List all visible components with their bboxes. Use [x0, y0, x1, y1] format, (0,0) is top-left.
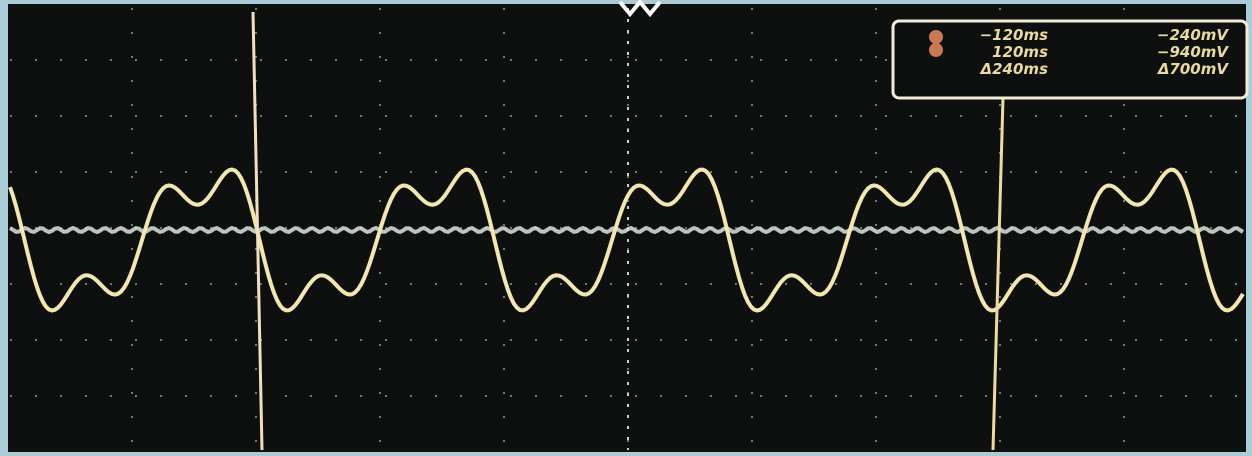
baseline-trace [9, 225, 1245, 235]
voltage-readout: −940mV [1157, 43, 1230, 61]
channel-icon [929, 30, 943, 44]
time-readout: Δ240ms [980, 60, 1049, 78]
voltage-readout: −240mV [1157, 26, 1230, 44]
channel-icon [929, 43, 943, 57]
time-readout: 120ms [992, 43, 1048, 61]
time-readout: −120ms [980, 26, 1049, 44]
waveform [8, 167, 1245, 313]
cursor-2 [991, 97, 1005, 451]
voltage-readout: Δ700mV [1157, 60, 1230, 78]
readout-box [891, 19, 1249, 100]
cursor-1 [251, 11, 264, 451]
trigger-marker [618, 0, 662, 18]
